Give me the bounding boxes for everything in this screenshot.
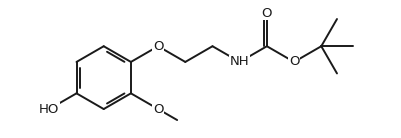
Text: O: O <box>152 40 163 53</box>
Text: O: O <box>261 7 271 20</box>
Text: HO: HO <box>39 103 59 116</box>
Text: O: O <box>152 103 163 116</box>
Text: O: O <box>288 55 299 68</box>
Text: NH: NH <box>229 55 249 68</box>
